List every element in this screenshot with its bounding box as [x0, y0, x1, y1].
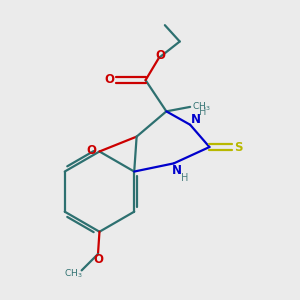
Text: N: N: [190, 113, 200, 126]
Text: O: O: [86, 144, 96, 158]
Text: CH$_3$: CH$_3$: [64, 268, 82, 280]
Text: H: H: [182, 173, 189, 183]
Text: H: H: [199, 107, 206, 117]
Text: O: O: [104, 73, 114, 86]
Text: S: S: [234, 140, 242, 154]
Text: CH$_3$: CH$_3$: [192, 100, 210, 112]
Text: O: O: [155, 49, 165, 62]
Text: N: N: [172, 164, 182, 177]
Text: O: O: [94, 253, 103, 266]
